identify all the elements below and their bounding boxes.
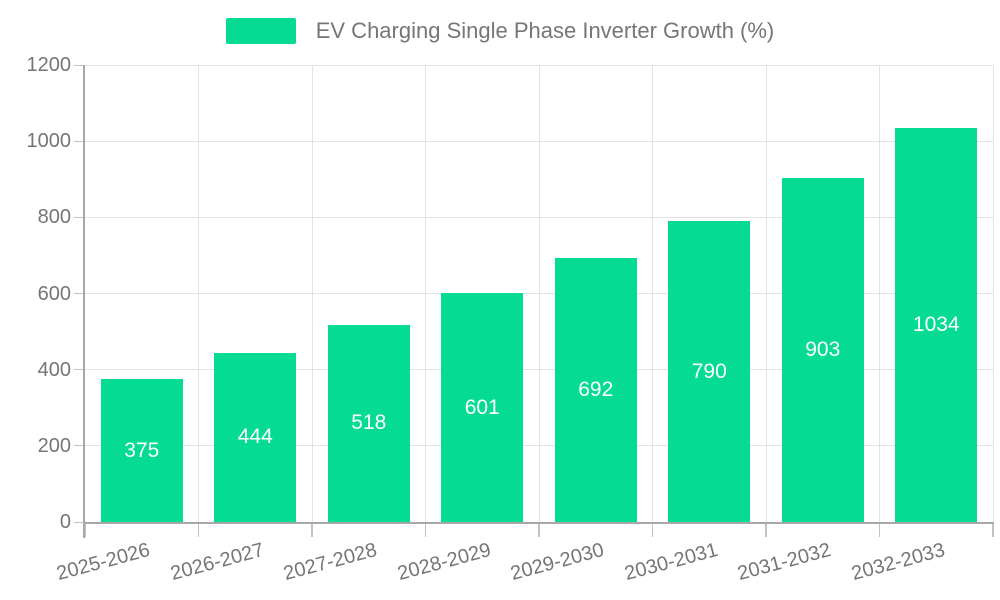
bar-value-label: 790 [691,359,727,383]
x-tick [538,522,540,537]
v-gridline [425,65,426,522]
y-tick [74,445,83,447]
v-gridline [879,65,880,522]
v-gridline [765,65,767,522]
y-tick [74,216,83,218]
y-tick-label: 400 [37,358,71,381]
bar-value-label: 601 [464,395,500,419]
x-axis-label: 2026-2027 [167,539,266,586]
legend-item[interactable]: EV Charging Single Phase Inverter Growth… [0,14,1000,48]
y-axis-line [83,65,85,538]
bar-value-label: 444 [237,425,273,449]
v-gridline [992,65,994,522]
v-gridline [311,65,313,522]
bar-value-label: 903 [805,338,841,362]
bar: 692 [554,258,637,522]
v-gridline [198,65,199,522]
y-tick-label: 600 [37,282,71,305]
v-gridline [652,65,653,522]
bar-value-label: 518 [351,411,387,435]
legend-swatch-icon [225,18,296,44]
bar: 601 [441,293,524,522]
x-tick [992,522,994,537]
legend-label: EV Charging Single Phase Inverter Growth… [315,18,775,43]
x-tick [197,522,200,537]
bar: 903 [781,178,864,522]
y-tick-label: 1000 [26,130,72,153]
y-tick-label: 800 [37,206,71,229]
bar: 375 [100,379,183,522]
y-tick-label: 0 [59,511,71,533]
x-axis-label: 2031-2032 [735,539,834,586]
bar-value-label: 1034 [912,313,960,337]
bar: 518 [327,324,410,522]
y-tick [74,521,83,523]
x-axis-label: 2029-2030 [508,539,607,586]
x-axis-label: 2028-2029 [394,539,493,586]
x-axis-label: 2027-2028 [281,539,380,586]
y-tick [74,369,83,371]
bar: 444 [214,352,297,522]
x-tick [878,522,881,537]
bar-value-label: 692 [578,378,614,402]
x-axis-line [83,522,994,524]
y-tick-label: 200 [37,434,71,457]
x-axis-label: 2032-2033 [848,539,947,586]
v-gridline [538,65,540,522]
bar: 1034 [895,128,978,522]
x-axis-label: 2030-2031 [621,539,720,586]
y-tick [74,64,83,66]
x-tick [651,522,654,537]
x-tick [311,522,313,537]
y-tick [74,140,83,142]
y-tick [74,293,83,294]
x-tick [765,522,767,537]
bar-value-label: 375 [124,438,160,462]
x-tick [424,522,427,537]
x-axis-label: 2025-2026 [54,539,153,586]
y-tick-label: 1200 [26,54,72,76]
bar: 790 [668,221,751,522]
x-tick [84,522,86,537]
